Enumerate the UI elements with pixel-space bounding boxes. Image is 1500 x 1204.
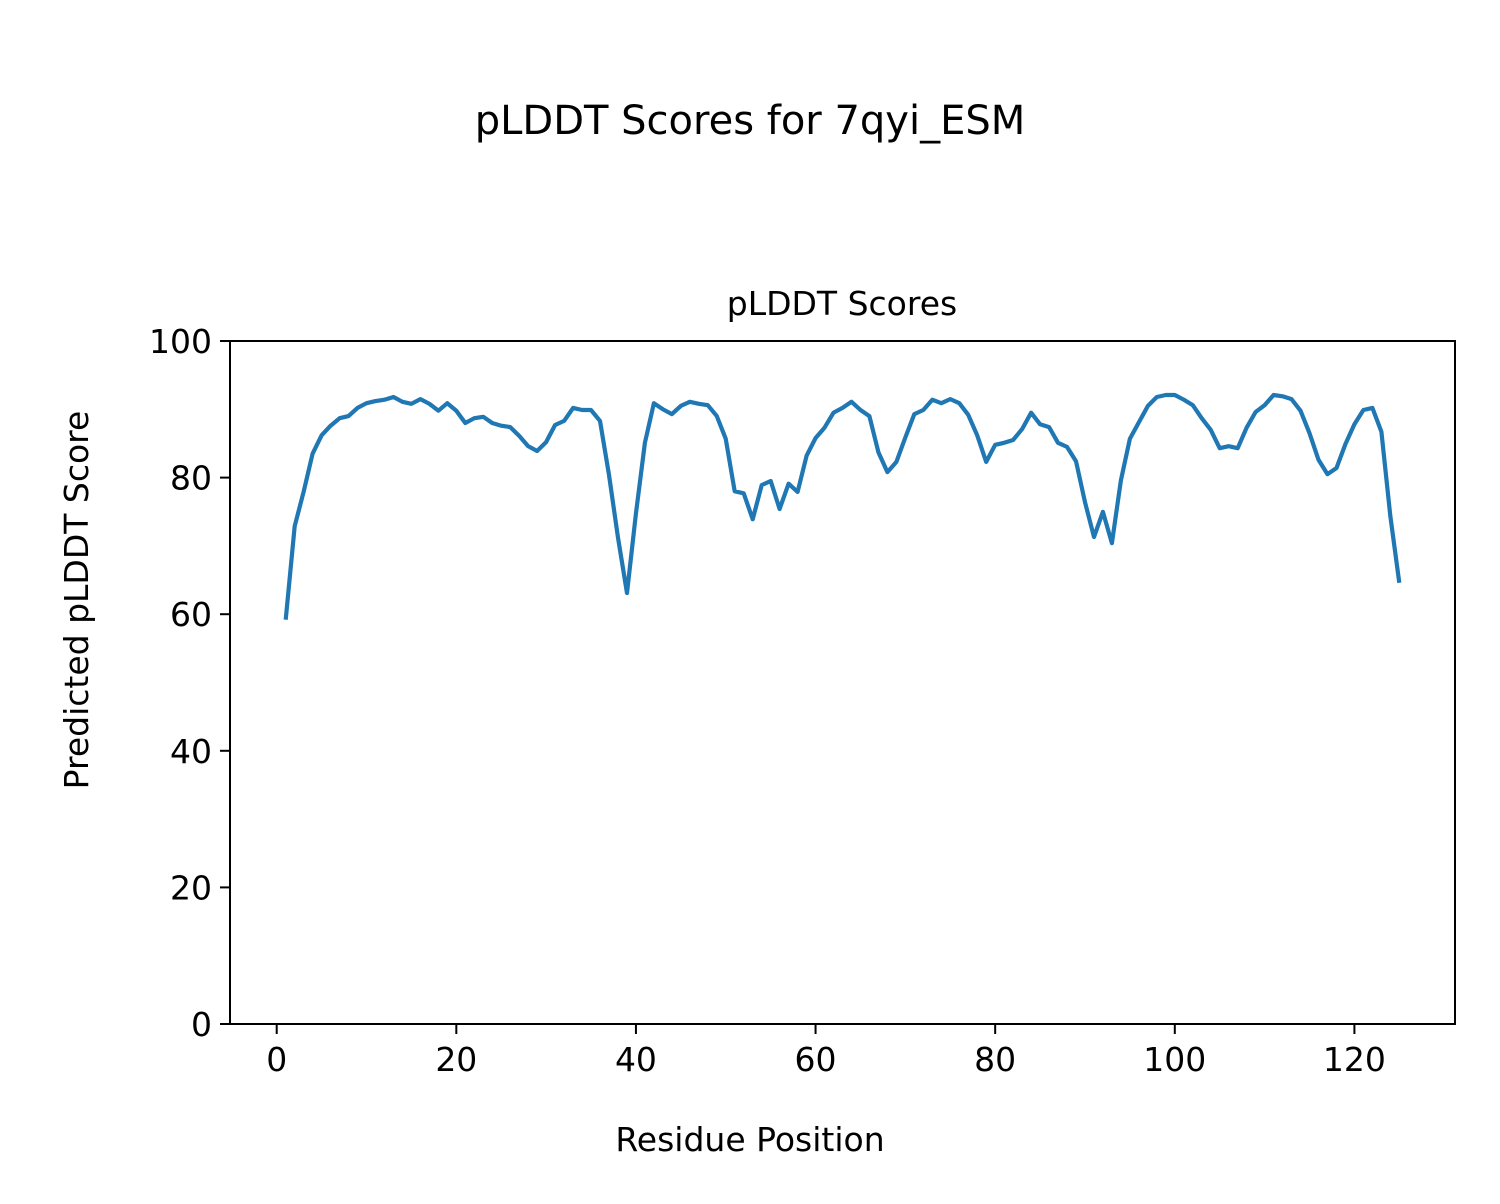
y-tick-label: 0 bbox=[191, 1005, 212, 1044]
y-tick-label: 60 bbox=[170, 595, 212, 634]
x-axis-label: Residue Position bbox=[615, 1120, 884, 1159]
x-tick-label: 80 bbox=[974, 1040, 1016, 1079]
x-tick-label: 120 bbox=[1323, 1040, 1386, 1079]
x-tick-label: 0 bbox=[266, 1040, 287, 1079]
figure-title: pLDDT Scores for 7qyi_ESM bbox=[475, 98, 1026, 144]
y-axis-label: Predicted pLDDT Score bbox=[57, 411, 96, 790]
y-tick-label: 40 bbox=[170, 732, 212, 771]
axis-ticks: 0 20 40 60 80 100 120 0 20 40 60 80 100 bbox=[149, 322, 1386, 1079]
x-tick-label: 60 bbox=[795, 1040, 837, 1079]
y-tick-label: 20 bbox=[170, 868, 212, 907]
x-tick-label: 100 bbox=[1143, 1040, 1206, 1079]
y-tick-label: 100 bbox=[149, 322, 212, 361]
axes-title: pLDDT Scores bbox=[727, 284, 957, 323]
x-tick-label: 40 bbox=[615, 1040, 657, 1079]
axes-frame bbox=[229, 340, 1456, 1025]
series-line-plddt bbox=[283, 392, 1402, 620]
y-tick-label: 80 bbox=[170, 459, 212, 498]
x-tick-label: 20 bbox=[435, 1040, 477, 1079]
